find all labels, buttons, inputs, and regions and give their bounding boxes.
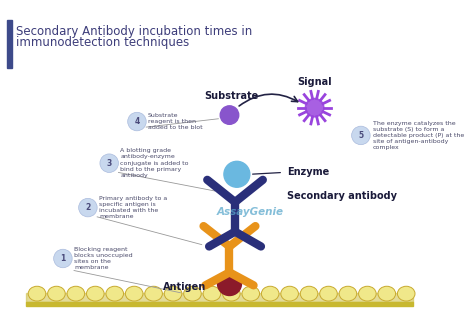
Text: Blocking reagent
blocks unoccupied
sites on the
membrane: Blocking reagent blocks unoccupied sites… xyxy=(74,247,133,270)
Bar xyxy=(8,20,12,68)
Text: 4: 4 xyxy=(134,117,139,126)
Circle shape xyxy=(128,112,146,131)
Ellipse shape xyxy=(48,286,65,301)
Circle shape xyxy=(54,249,72,268)
Circle shape xyxy=(100,154,118,172)
Text: Substrate
reagent is then
added to the blot: Substrate reagent is then added to the b… xyxy=(148,113,203,130)
Text: Primary antibody to a
specific antigen is
incubated with the
membrane: Primary antibody to a specific antigen i… xyxy=(99,196,167,219)
Bar xyxy=(26,302,413,306)
Text: 3: 3 xyxy=(107,159,112,168)
Text: Secondary antibody: Secondary antibody xyxy=(287,192,397,202)
Ellipse shape xyxy=(261,286,279,301)
Text: The enzyme catalyzes the
substrate (S) to form a
detectable product (P) at the
s: The enzyme catalyzes the substrate (S) t… xyxy=(373,120,464,150)
Ellipse shape xyxy=(184,286,201,301)
Text: A blotting grade
antibody-enzyme
conjugate is added to
bind to the primary
antib: A blotting grade antibody-enzyme conjuga… xyxy=(120,148,189,178)
Text: Enzyme: Enzyme xyxy=(287,167,329,177)
Ellipse shape xyxy=(281,286,299,301)
Text: Signal: Signal xyxy=(297,77,332,87)
Text: 5: 5 xyxy=(358,131,364,140)
Ellipse shape xyxy=(300,286,318,301)
Ellipse shape xyxy=(242,286,260,301)
Ellipse shape xyxy=(358,286,376,301)
Circle shape xyxy=(224,161,250,187)
Ellipse shape xyxy=(126,286,143,301)
Circle shape xyxy=(220,106,239,124)
Circle shape xyxy=(218,271,242,296)
Ellipse shape xyxy=(397,286,415,301)
Ellipse shape xyxy=(145,286,163,301)
Circle shape xyxy=(352,126,370,145)
Ellipse shape xyxy=(378,286,396,301)
Ellipse shape xyxy=(28,286,46,301)
Text: AssayGenie: AssayGenie xyxy=(216,207,283,217)
Text: 1: 1 xyxy=(60,254,65,263)
Ellipse shape xyxy=(87,286,104,301)
Text: 2: 2 xyxy=(85,203,91,212)
Circle shape xyxy=(305,98,324,117)
Text: immunodetection techniques: immunodetection techniques xyxy=(16,36,189,49)
Circle shape xyxy=(79,198,97,217)
Text: Secondary Antibody incubation times in: Secondary Antibody incubation times in xyxy=(16,25,252,38)
Bar xyxy=(26,293,413,302)
Text: Antigen: Antigen xyxy=(164,282,207,292)
Ellipse shape xyxy=(222,286,240,301)
Ellipse shape xyxy=(203,286,221,301)
Ellipse shape xyxy=(106,286,124,301)
Ellipse shape xyxy=(67,286,85,301)
Ellipse shape xyxy=(319,286,337,301)
Text: Substrate: Substrate xyxy=(204,91,258,101)
Ellipse shape xyxy=(339,286,357,301)
Ellipse shape xyxy=(164,286,182,301)
